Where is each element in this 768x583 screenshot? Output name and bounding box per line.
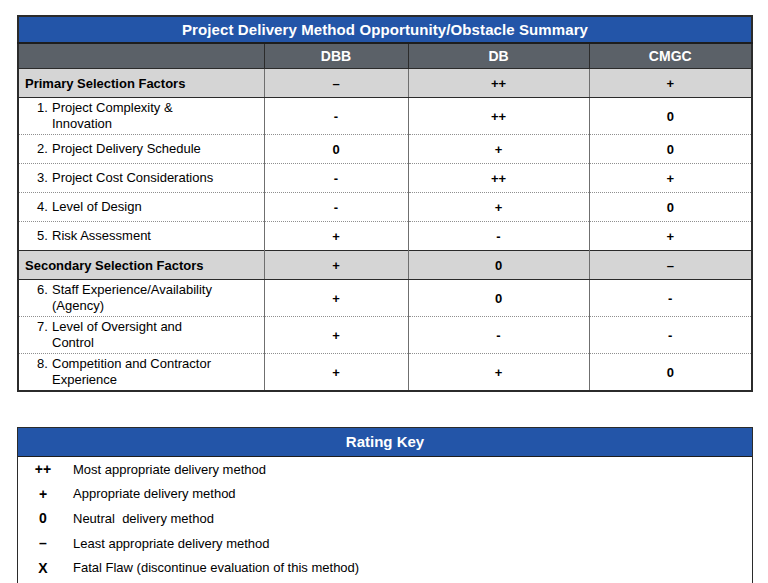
column-header-db: DB: [408, 43, 589, 69]
rating-cell: +: [264, 222, 408, 251]
section-row: Secondary Selection Factors+0–: [18, 251, 752, 280]
row-label: 1.Project Complexity & Innovation: [18, 98, 264, 135]
rating-key-entry: ++Most appropriate delivery method: [18, 457, 752, 482]
row-number: 1.: [37, 100, 52, 116]
rating-cell: ++: [408, 98, 589, 135]
factor-row: 3.Project Cost Considerations-+++: [18, 164, 752, 193]
row-label-text: Risk Assessment: [52, 228, 151, 244]
column-header-row: DBBDBCMGC: [18, 43, 752, 69]
rating-cell: -: [589, 280, 752, 317]
row-number: 8.: [37, 356, 52, 372]
row-label: 8.Competition and Contractor Experience: [18, 354, 264, 392]
rating-cell: 0: [408, 251, 589, 280]
rating-description: Least appropriate delivery method: [68, 536, 270, 551]
rating-cell: -: [408, 222, 589, 251]
factor-row: 7.Level of Oversight and Control+--: [18, 317, 752, 354]
rating-cell: +: [408, 193, 589, 222]
rating-symbol: +: [18, 486, 68, 502]
rating-key-table: Rating Key ++Most appropriate delivery m…: [17, 427, 753, 583]
rating-cell: –: [264, 69, 408, 98]
rating-symbol: X: [18, 560, 68, 576]
row-label: 6.Staff Experience/Availability (Agency): [18, 280, 264, 317]
title-row: Project Delivery Method Opportunity/Obst…: [18, 16, 752, 43]
factor-row: 2.Project Delivery Schedule0+0: [18, 135, 752, 164]
rating-cell: 0: [589, 193, 752, 222]
factor-row: 4.Level of Design-+0: [18, 193, 752, 222]
row-label: 5.Risk Assessment: [18, 222, 264, 251]
row-label: 3.Project Cost Considerations: [18, 164, 264, 193]
rating-cell: +: [589, 222, 752, 251]
rating-description: Most appropriate delivery method: [68, 462, 266, 477]
rating-cell: +: [589, 69, 752, 98]
row-label-text: Project Cost Considerations: [52, 170, 213, 186]
rating-cell: -: [264, 98, 408, 135]
column-header-blank: [18, 43, 264, 69]
row-label-text: Level of Oversight and Control: [52, 319, 220, 351]
factor-row: 6.Staff Experience/Availability (Agency)…: [18, 280, 752, 317]
rating-cell: -: [264, 164, 408, 193]
rating-key-entry: XFatal Flaw (discontinue evaluation of t…: [18, 555, 752, 580]
row-label-text: Project Complexity & Innovation: [52, 100, 220, 132]
rating-cell: 0: [589, 98, 752, 135]
row-label: Secondary Selection Factors: [18, 251, 264, 280]
rating-cell: 0: [408, 280, 589, 317]
rating-cell: +: [264, 280, 408, 317]
row-number: 5.: [37, 228, 52, 244]
section-row: Primary Selection Factors–+++: [18, 69, 752, 98]
rating-key-title: Rating Key: [18, 428, 752, 457]
row-label-text: Competition and Contractor Experience: [52, 356, 220, 388]
row-number: 6.: [37, 282, 52, 298]
row-number: 7.: [37, 319, 52, 335]
rating-cell: -: [589, 317, 752, 354]
rating-cell: +: [264, 317, 408, 354]
row-label-text: Staff Experience/Availability (Agency): [52, 282, 220, 314]
factor-row: 1.Project Complexity & Innovation-++0: [18, 98, 752, 135]
rating-symbol: ++: [18, 461, 68, 477]
rating-cell: 0: [589, 354, 752, 392]
factor-row: 8.Competition and Contractor Experience+…: [18, 354, 752, 392]
rating-symbol: –: [18, 535, 68, 551]
rating-cell: 0: [264, 135, 408, 164]
row-label: 4.Level of Design: [18, 193, 264, 222]
rating-cell: ++: [408, 164, 589, 193]
rating-description: Fatal Flaw (discontinue evaluation of th…: [68, 560, 359, 575]
rating-cell: +: [589, 164, 752, 193]
row-number: 3.: [37, 170, 52, 186]
column-header-dbb: DBB: [264, 43, 408, 69]
row-label-text: Project Delivery Schedule: [52, 141, 201, 157]
rating-cell: -: [264, 193, 408, 222]
rating-cell: –: [589, 251, 752, 280]
summary-table-title: Project Delivery Method Opportunity/Obst…: [18, 16, 752, 43]
rating-cell: -: [408, 317, 589, 354]
factor-row: 5.Risk Assessment+-+: [18, 222, 752, 251]
rating-cell: +: [264, 251, 408, 280]
rating-cell: +: [408, 135, 589, 164]
rating-key-entry: –Least appropriate delivery method: [18, 531, 752, 556]
rating-cell: 0: [589, 135, 752, 164]
rating-symbol: 0: [18, 510, 68, 526]
row-label: 2.Project Delivery Schedule: [18, 135, 264, 164]
summary-table: Project Delivery Method Opportunity/Obst…: [17, 15, 753, 392]
row-label-text: Level of Design: [52, 199, 142, 215]
rating-key-entry: 0Neutral delivery method: [18, 506, 752, 531]
rating-description: Neutral delivery method: [68, 511, 214, 526]
rating-description: Appropriate delivery method: [68, 486, 236, 501]
rating-cell: ++: [408, 69, 589, 98]
column-header-cmgc: CMGC: [589, 43, 752, 69]
rating-key-body: ++Most appropriate delivery method+Appro…: [18, 457, 752, 583]
rating-cell: +: [264, 354, 408, 392]
row-label: Primary Selection Factors: [18, 69, 264, 98]
row-label: 7.Level of Oversight and Control: [18, 317, 264, 354]
row-number: 4.: [37, 199, 52, 215]
rating-key-entry: +Appropriate delivery method: [18, 482, 752, 507]
row-number: 2.: [37, 141, 52, 157]
rating-cell: +: [408, 354, 589, 392]
